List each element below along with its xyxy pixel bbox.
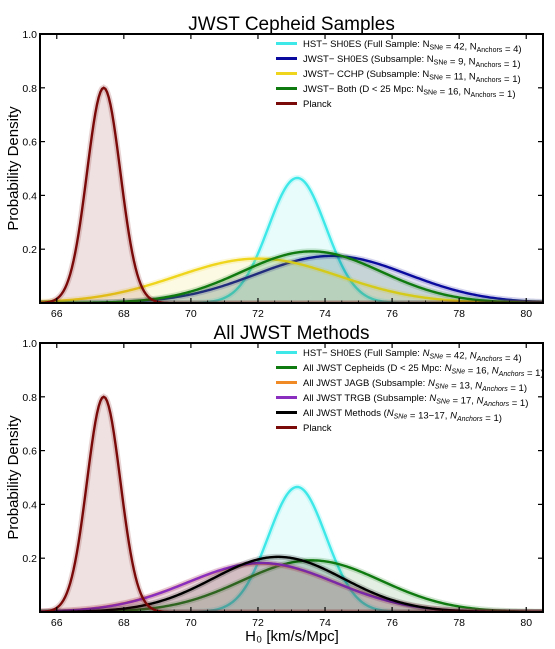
plot-area <box>40 393 543 612</box>
panel-jwst-cepheid-samples: JWST Cepheid Samples Probability Density 6… <box>5 14 544 320</box>
x-tick-label: 68 <box>118 617 130 629</box>
x-tick-label: 66 <box>51 308 63 320</box>
series-fill-jwst-sh0es <box>40 255 543 303</box>
y-tick-label: 1.0 <box>22 338 37 350</box>
y-tick-label: 0.4 <box>22 499 37 511</box>
legend-entry-jwst-cchp: JWST− CCHP (Subsample: NSNe = 11, NAncho… <box>303 69 521 85</box>
x-tick-label: 74 <box>319 308 331 320</box>
y-tick-label: 0.6 <box>22 137 37 149</box>
x-axis-label: H₀ [km/s/Mpc] <box>245 628 339 645</box>
x-tick-label: 80 <box>520 308 532 320</box>
series-fill-hst-sh0es <box>40 486 543 612</box>
legend-entry-planck: Planck <box>303 99 332 110</box>
x-tick-label: 72 <box>252 617 264 629</box>
series-fill-planck <box>40 87 543 303</box>
x-tick-label: 74 <box>319 617 331 629</box>
legend-entry-planck: Planck <box>303 423 332 434</box>
legend-entry-all-jwst-trgb: All JWST TRGB (Subsample: NSNe = 17, NAn… <box>303 393 528 409</box>
legend-entry-all-jwst-jagb: All JWST JAGB (Subsample: NSNe = 13, NAn… <box>303 378 527 394</box>
series-line-hst-sh0es <box>40 485 543 612</box>
legend-entry-all-jwst-cepheids: All JWST Cepheids (D < 25 Mpc: NSNe = 16… <box>303 363 544 379</box>
y-tick-label: 0.6 <box>22 446 37 458</box>
x-tick-label: 70 <box>185 308 197 320</box>
legend: HST− SH0ES (Full Sample: NSNe = 42, NAnc… <box>276 39 522 110</box>
x-tick-label: 70 <box>185 617 197 629</box>
x-tick-label: 78 <box>453 617 465 629</box>
legend: HST− SH0ES (Full Sample: NSNe = 42, NAnc… <box>276 348 544 434</box>
y-tick-label: 0.2 <box>22 553 37 565</box>
x-tick-label: 80 <box>520 617 532 629</box>
series-line-planck <box>40 395 543 612</box>
series-fill-all-jwst-methods <box>40 556 543 612</box>
series-fill-all-jwst-cepheids <box>40 560 543 612</box>
series-fill-hst-sh0es <box>40 177 543 303</box>
y-tick-label: 0.8 <box>22 83 37 95</box>
legend-entry-hst-sh0es: HST− SH0ES (Full Sample: NSNe = 42, NAnc… <box>303 348 522 364</box>
x-tick-label: 76 <box>386 308 398 320</box>
legend-entry-jwst-sh0es: JWST− SH0ES (Subsample: NSNe = 9, NAncho… <box>303 54 521 70</box>
x-tick-label: 72 <box>252 308 264 320</box>
x-tick-label: 66 <box>51 617 63 629</box>
x-tick-label: 68 <box>118 308 130 320</box>
legend-entry-all-jwst-methods: All JWST Methods (NSNe = 13−17, NAnchors… <box>303 408 502 424</box>
y-tick-label: 0.4 <box>22 190 37 202</box>
y-tick-label: 1.0 <box>22 29 37 41</box>
series-fill-planck <box>40 396 543 612</box>
series-line-hst-sh0es <box>40 176 543 303</box>
y-tick-label: 0.2 <box>22 244 37 256</box>
y-axis-label: Probability Density <box>5 415 22 540</box>
series-line-planck <box>40 86 543 303</box>
panel-all-jwst-methods: All JWST Methods Probability Density 66 68 7… <box>5 323 544 629</box>
legend-entry-jwst-both: JWST− Both (D < 25 Mpc: NSNe = 16, NAnch… <box>303 84 516 100</box>
x-tick-label: 78 <box>453 308 465 320</box>
x-tick-label: 76 <box>386 617 398 629</box>
legend-entry-hst-sh0es: HST− SH0ES (Full Sample: NSNe = 42, NAnc… <box>303 39 522 55</box>
chart-title: JWST Cepheid Samples <box>188 14 395 35</box>
y-tick-label: 0.8 <box>22 392 37 404</box>
chart-title: All JWST Methods <box>214 323 370 344</box>
series-fill-jwst-both <box>40 251 543 303</box>
series-fill-jwst-cchp <box>40 258 543 303</box>
y-axis-label: Probability Density <box>5 106 22 231</box>
